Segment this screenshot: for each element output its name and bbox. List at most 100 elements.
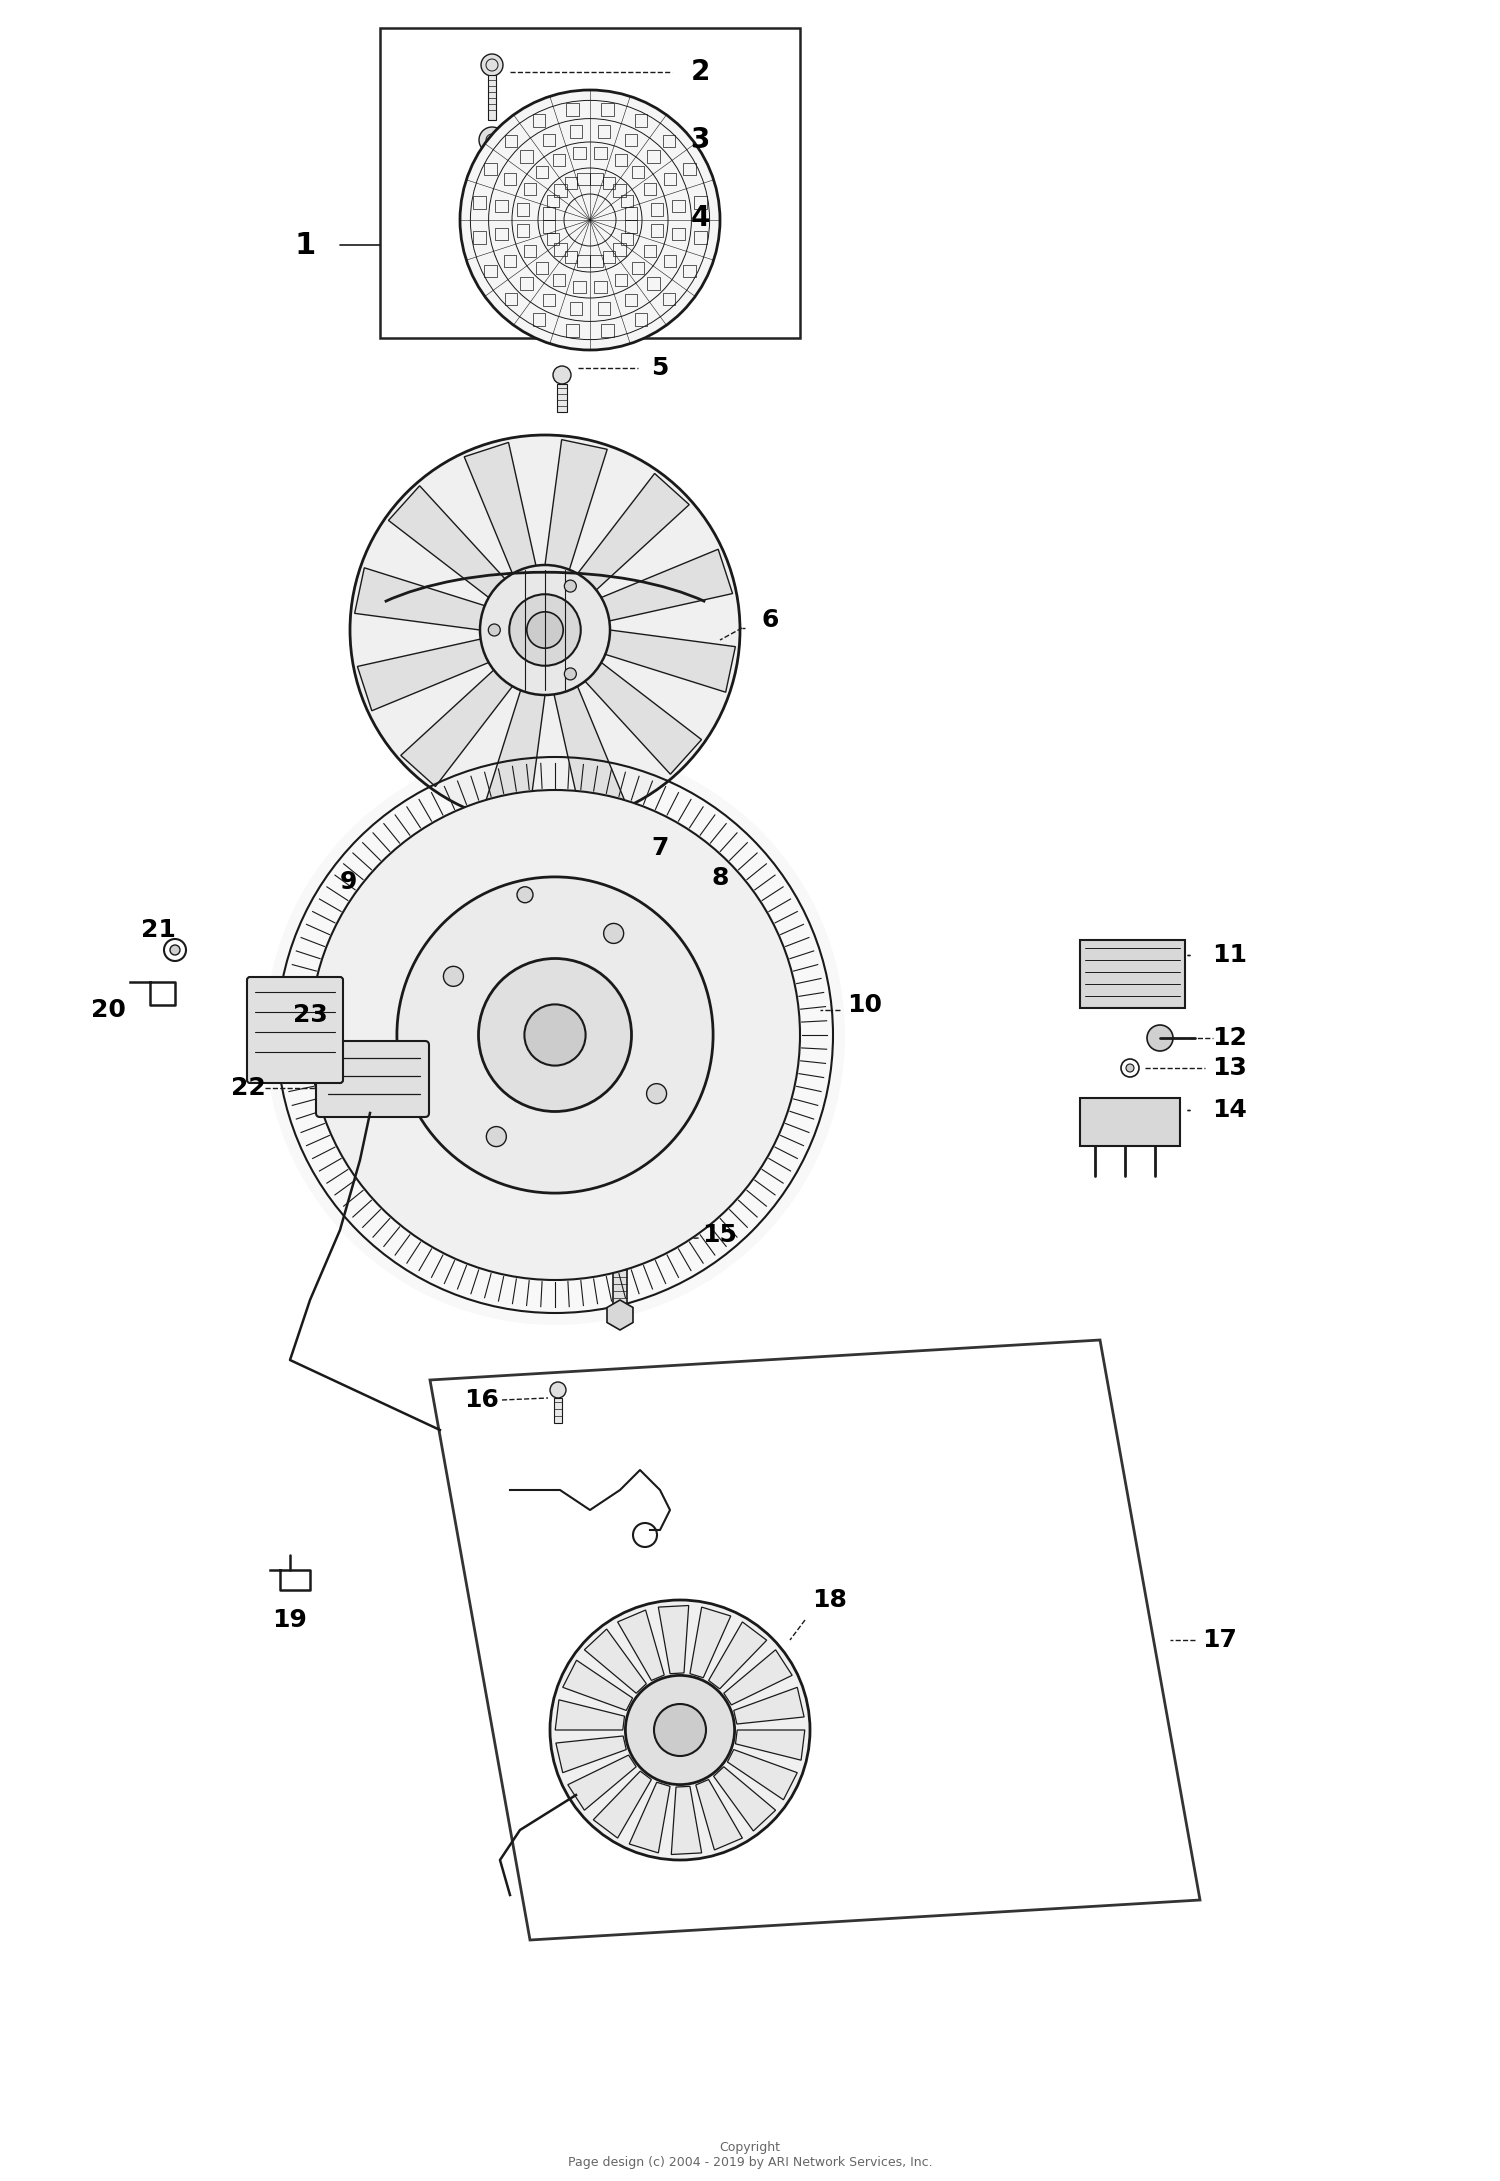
Bar — [594, 146, 606, 159]
Bar — [573, 146, 585, 159]
Bar — [598, 124, 610, 137]
Bar — [543, 294, 555, 305]
Polygon shape — [388, 486, 506, 598]
Bar — [488, 74, 496, 120]
Text: 16: 16 — [465, 1387, 500, 1411]
Text: 14: 14 — [1212, 1097, 1248, 1121]
Circle shape — [509, 593, 580, 665]
Polygon shape — [555, 1699, 624, 1730]
Text: 23: 23 — [292, 1003, 327, 1027]
Bar — [1080, 940, 1185, 1008]
Circle shape — [592, 853, 648, 907]
Circle shape — [266, 746, 844, 1326]
Circle shape — [610, 870, 630, 890]
Bar — [518, 203, 530, 216]
Bar — [591, 172, 603, 185]
Bar — [621, 194, 633, 207]
Bar — [632, 166, 644, 179]
Bar — [634, 113, 646, 126]
Circle shape — [526, 613, 562, 648]
Bar — [603, 177, 615, 190]
Bar — [694, 196, 706, 209]
Polygon shape — [585, 1629, 646, 1692]
Bar — [484, 264, 496, 277]
Bar — [648, 277, 660, 290]
Circle shape — [564, 580, 576, 591]
Bar — [536, 166, 549, 179]
Bar — [543, 220, 555, 233]
Polygon shape — [672, 1786, 702, 1854]
Bar — [555, 244, 567, 255]
Bar — [578, 172, 590, 185]
Circle shape — [550, 1601, 810, 1860]
Polygon shape — [708, 1623, 766, 1688]
Text: 13: 13 — [1212, 1056, 1248, 1080]
Bar — [380, 28, 800, 338]
Polygon shape — [735, 1730, 806, 1760]
Polygon shape — [734, 1688, 804, 1723]
Circle shape — [478, 957, 632, 1112]
Polygon shape — [357, 639, 489, 711]
Polygon shape — [400, 670, 513, 787]
Bar — [651, 203, 663, 216]
Bar — [520, 150, 532, 164]
Polygon shape — [628, 1782, 670, 1854]
Bar — [614, 1250, 627, 1311]
Text: 10: 10 — [847, 992, 882, 1016]
Bar — [555, 185, 567, 196]
Bar — [626, 207, 638, 220]
Text: 15: 15 — [702, 1224, 738, 1248]
Bar — [648, 150, 660, 164]
Polygon shape — [562, 1660, 633, 1710]
Bar — [554, 153, 566, 166]
Polygon shape — [585, 663, 702, 774]
Bar — [573, 281, 585, 292]
Bar — [548, 233, 560, 244]
Bar — [495, 201, 507, 212]
Bar — [615, 153, 627, 166]
Bar — [632, 262, 644, 275]
Text: 11: 11 — [1212, 942, 1248, 966]
Circle shape — [310, 790, 800, 1280]
Circle shape — [603, 923, 624, 944]
Polygon shape — [606, 630, 735, 691]
Circle shape — [566, 1178, 594, 1206]
Bar — [495, 227, 507, 240]
Bar — [566, 251, 578, 264]
Polygon shape — [354, 567, 484, 630]
Bar — [634, 314, 646, 325]
Bar — [591, 255, 603, 268]
Bar — [598, 303, 610, 314]
Text: 18: 18 — [813, 1588, 847, 1612]
Bar — [482, 209, 494, 266]
Circle shape — [444, 966, 464, 986]
Polygon shape — [696, 1780, 742, 1849]
Bar — [532, 113, 546, 126]
Bar — [400, 877, 422, 903]
Bar — [602, 103, 613, 116]
Bar — [570, 303, 582, 314]
Circle shape — [478, 126, 506, 153]
Polygon shape — [714, 1767, 776, 1832]
Bar — [506, 292, 518, 305]
Bar — [554, 275, 566, 286]
Bar — [520, 277, 532, 290]
Polygon shape — [464, 443, 536, 574]
Bar — [567, 103, 579, 116]
Bar — [603, 251, 615, 264]
Bar — [548, 194, 560, 207]
FancyBboxPatch shape — [248, 977, 344, 1084]
Bar — [536, 262, 549, 275]
Circle shape — [460, 89, 720, 349]
Text: 8: 8 — [711, 866, 729, 890]
Bar — [474, 231, 486, 244]
Polygon shape — [544, 441, 608, 569]
Circle shape — [561, 835, 579, 855]
Circle shape — [480, 565, 610, 696]
Circle shape — [626, 1675, 735, 1784]
Circle shape — [564, 667, 576, 680]
Bar — [524, 183, 536, 196]
Bar — [694, 231, 706, 244]
Polygon shape — [594, 1771, 651, 1839]
Text: 5: 5 — [651, 356, 669, 379]
